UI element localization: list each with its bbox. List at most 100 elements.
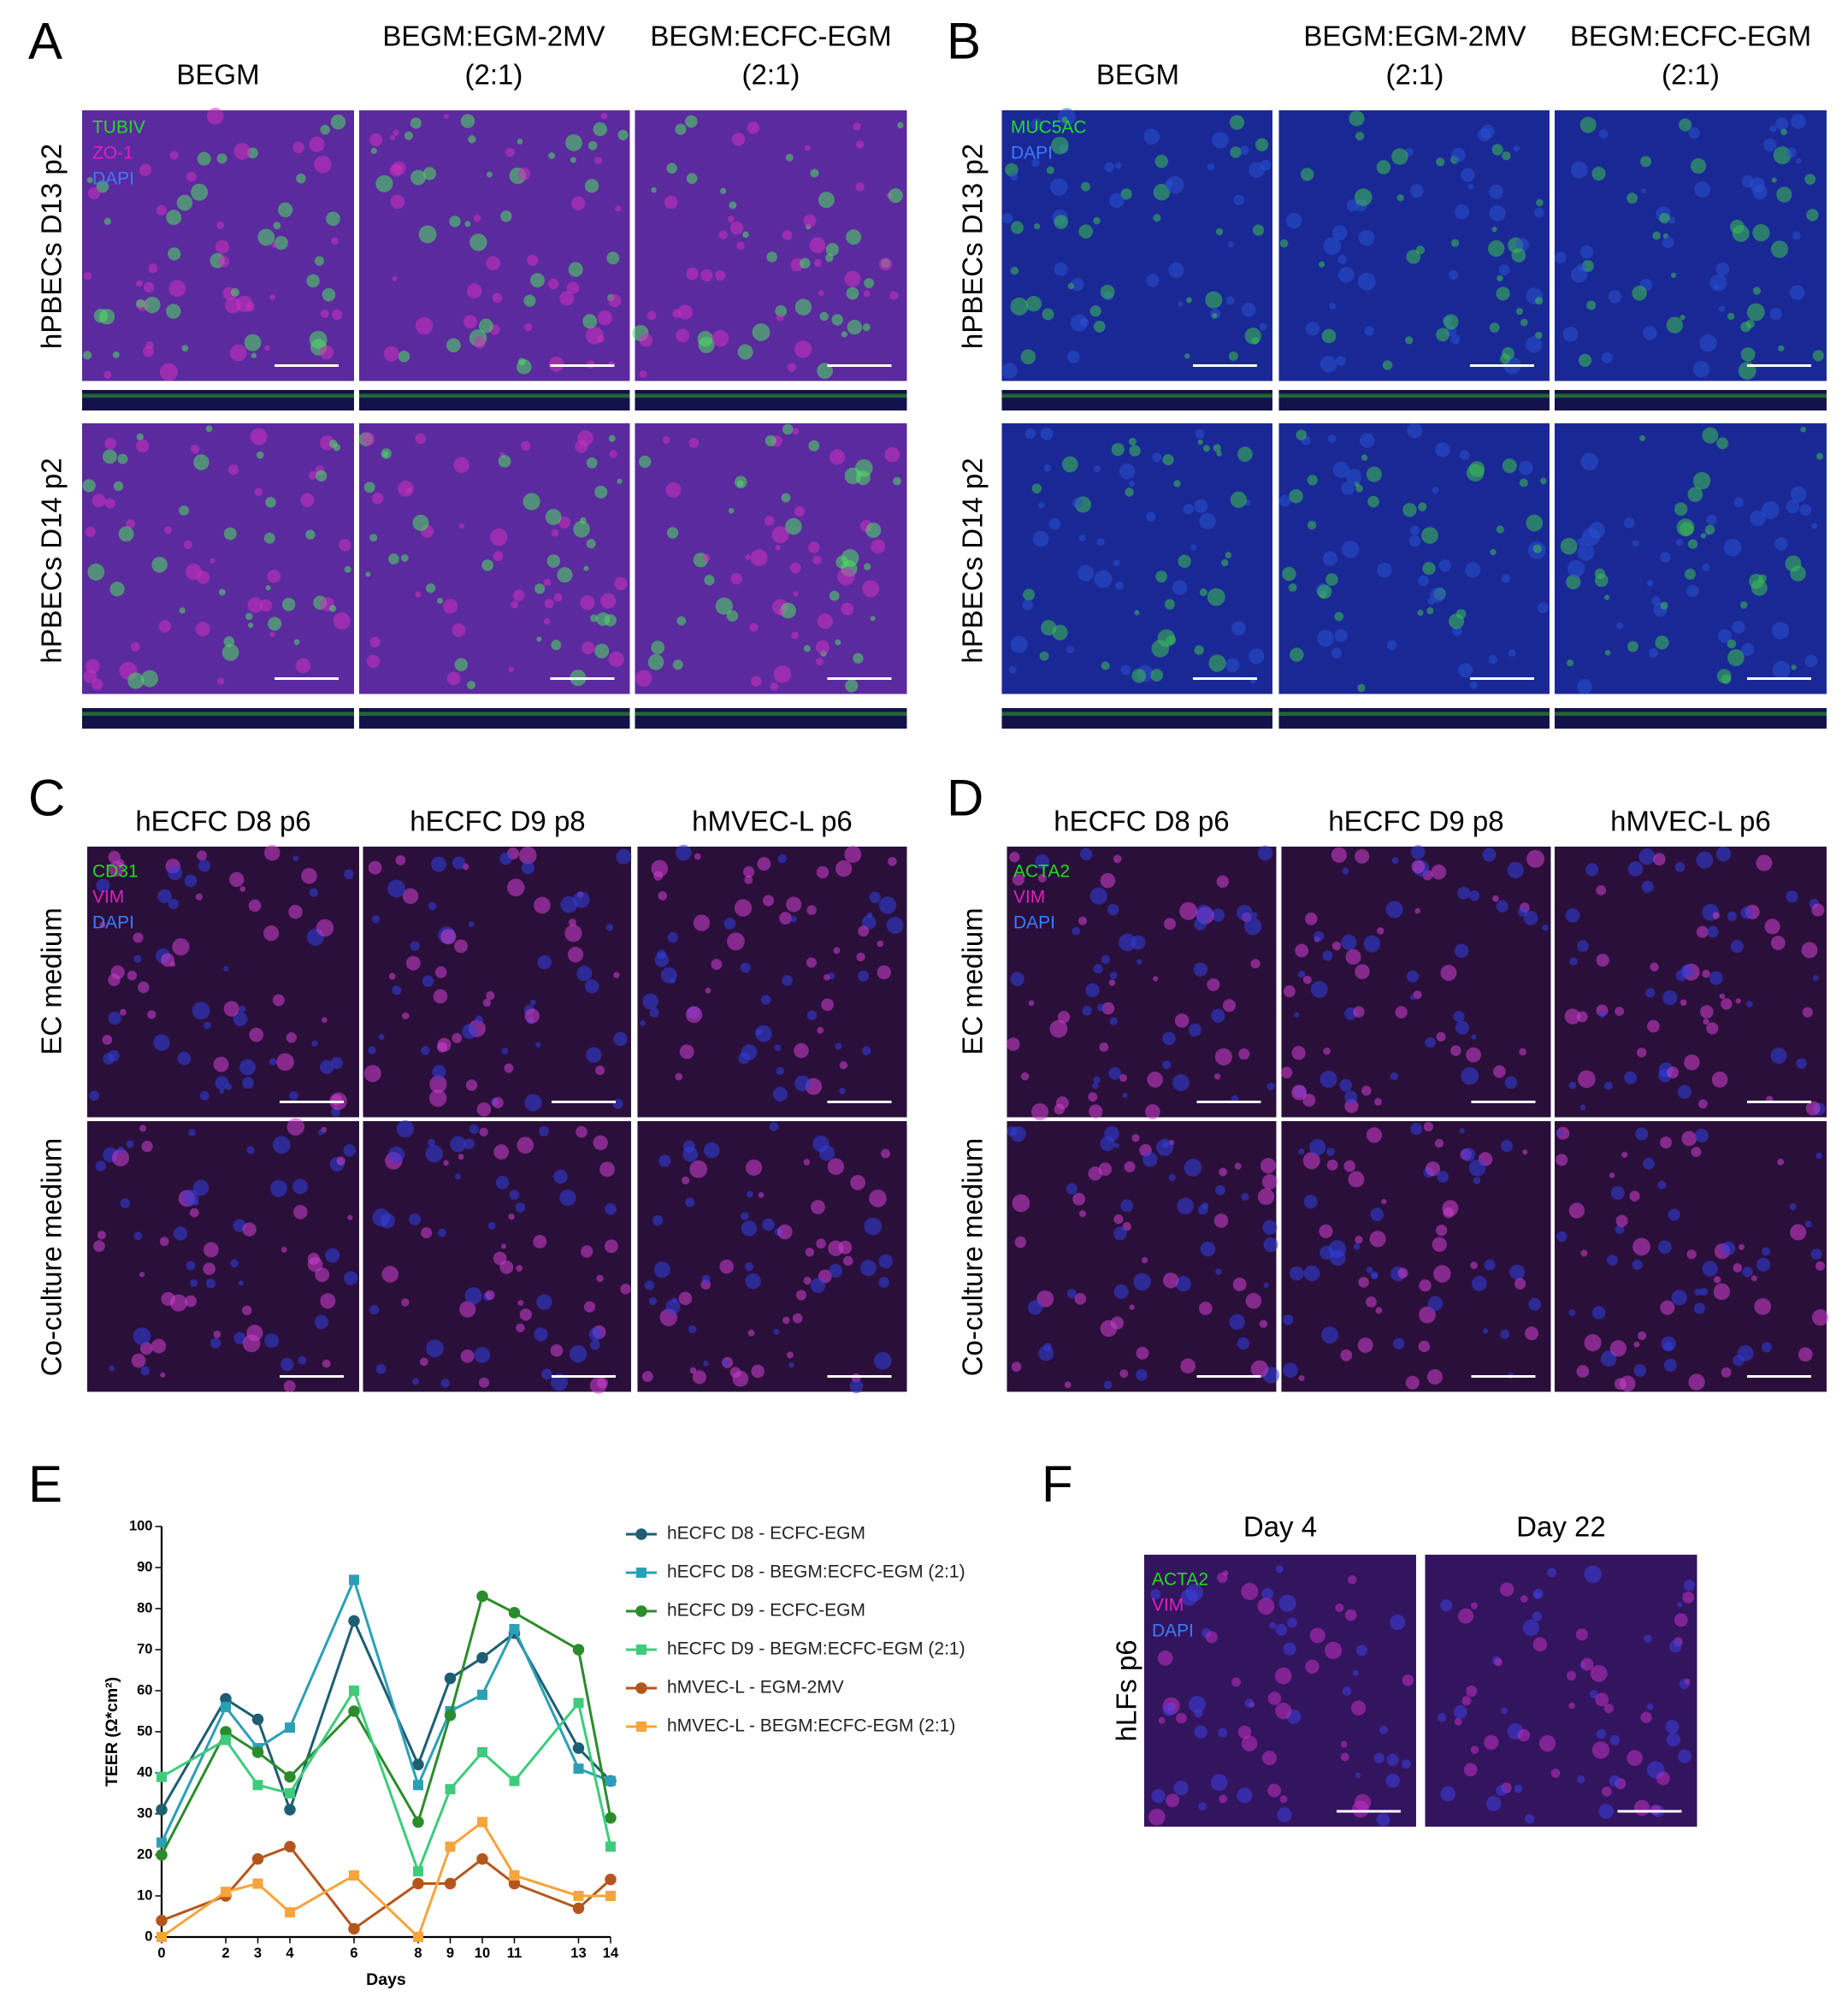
texture-dot bbox=[247, 622, 254, 629]
texture-dot bbox=[265, 585, 271, 591]
texture-dot bbox=[1274, 1667, 1292, 1685]
texture-dot bbox=[1014, 1236, 1027, 1249]
texture-dot bbox=[1596, 954, 1609, 967]
data-point bbox=[284, 1907, 295, 1918]
texture-dot bbox=[795, 1290, 807, 1301]
row-label: EC medium bbox=[957, 907, 989, 1054]
stain-label: VIM bbox=[1013, 888, 1045, 907]
texture-dot bbox=[694, 853, 701, 860]
texture-dot bbox=[538, 1125, 550, 1137]
row-label: hPBECs D13 p2 bbox=[957, 144, 989, 349]
y-tick-label: 70 bbox=[137, 1641, 152, 1657]
texture-dot bbox=[1790, 114, 1806, 129]
texture-dot bbox=[138, 981, 150, 994]
y-tick-label: 80 bbox=[137, 1600, 152, 1615]
texture-dot bbox=[1267, 1783, 1282, 1798]
texture-dot bbox=[726, 932, 745, 951]
texture-dot bbox=[1072, 926, 1081, 936]
texture-dot bbox=[564, 924, 582, 942]
texture-dot bbox=[1627, 1750, 1643, 1767]
data-point bbox=[220, 1726, 232, 1738]
texture-dot bbox=[1775, 117, 1789, 131]
texture-dot bbox=[512, 589, 525, 602]
texture-dot bbox=[1594, 573, 1609, 588]
texture-dot bbox=[486, 256, 501, 271]
cross-section bbox=[358, 389, 630, 410]
texture-dot bbox=[402, 1012, 410, 1020]
texture-dot bbox=[1568, 1308, 1576, 1316]
texture-dot bbox=[518, 846, 537, 865]
texture-dot bbox=[228, 871, 245, 888]
texture-dot bbox=[595, 1066, 605, 1076]
texture-dot bbox=[218, 588, 226, 596]
texture-dot bbox=[1381, 1198, 1387, 1205]
texture-dot bbox=[1778, 345, 1785, 351]
texture-dot bbox=[505, 147, 515, 157]
texture-dot bbox=[677, 304, 693, 320]
texture-dot bbox=[1241, 303, 1256, 317]
texture-dot bbox=[233, 1012, 248, 1026]
texture-dot bbox=[1435, 442, 1450, 458]
texture-dot bbox=[1295, 943, 1309, 958]
texture-dot bbox=[816, 865, 830, 879]
texture-dot bbox=[1702, 427, 1719, 444]
texture-dot bbox=[781, 493, 791, 503]
data-point bbox=[412, 1780, 423, 1791]
y-tick-label: 10 bbox=[137, 1887, 152, 1903]
texture-dot bbox=[1216, 451, 1222, 457]
micrograph bbox=[358, 109, 630, 381]
texture-dot bbox=[1237, 1787, 1253, 1804]
texture-dot bbox=[1740, 907, 1753, 919]
data-point bbox=[348, 1869, 359, 1881]
texture-dot bbox=[1260, 1158, 1277, 1174]
texture-dot bbox=[1249, 648, 1265, 664]
texture-dot bbox=[877, 940, 884, 948]
legend-marker bbox=[635, 1567, 647, 1578]
texture-dot bbox=[815, 657, 824, 666]
texture-dot bbox=[1615, 1007, 1625, 1016]
texture-dot bbox=[85, 658, 100, 674]
texture-dot bbox=[504, 1063, 514, 1073]
texture-dot bbox=[177, 1051, 192, 1066]
x-tick-label: 9 bbox=[446, 1946, 454, 1961]
texture-dot bbox=[474, 1347, 491, 1363]
texture-dot bbox=[203, 1262, 216, 1275]
texture-dot bbox=[250, 428, 268, 446]
texture-dot bbox=[711, 959, 723, 971]
texture-dot bbox=[159, 363, 178, 381]
texture-dot bbox=[1334, 611, 1344, 622]
texture-dot bbox=[1650, 962, 1659, 971]
texture-dot bbox=[1688, 1373, 1705, 1391]
texture-dot bbox=[410, 941, 420, 951]
texture-dot bbox=[1670, 272, 1677, 278]
texture-dot bbox=[1032, 530, 1049, 547]
texture-dot bbox=[1532, 544, 1543, 553]
texture-dot bbox=[888, 857, 897, 866]
texture-dot bbox=[817, 613, 833, 629]
texture-dot bbox=[893, 476, 901, 486]
texture-dot bbox=[1738, 1243, 1745, 1250]
texture-dot bbox=[1702, 969, 1710, 978]
texture-dot bbox=[794, 1075, 811, 1092]
texture-dot bbox=[1490, 549, 1497, 556]
texture-dot bbox=[1194, 1725, 1207, 1739]
texture-dot bbox=[1578, 353, 1592, 367]
texture-dot bbox=[593, 156, 602, 165]
texture-dot bbox=[246, 1325, 263, 1342]
texture-dot bbox=[1542, 924, 1549, 931]
texture-dot bbox=[789, 915, 797, 923]
texture-dot bbox=[1318, 261, 1325, 268]
texture-dot bbox=[1496, 286, 1510, 301]
texture-dot bbox=[82, 351, 92, 360]
texture-dot bbox=[139, 163, 152, 176]
stain-label: ZO-1 bbox=[92, 144, 133, 163]
texture-dot bbox=[1604, 594, 1610, 600]
texture-dot bbox=[1790, 1224, 1807, 1241]
texture-dot bbox=[1568, 1702, 1575, 1710]
texture-dot bbox=[609, 450, 617, 458]
cross-section bbox=[1001, 389, 1272, 410]
texture-dot bbox=[1153, 976, 1159, 982]
texture-dot bbox=[1397, 1267, 1408, 1279]
texture-dot bbox=[1120, 188, 1132, 200]
texture-dot bbox=[192, 1179, 210, 1196]
